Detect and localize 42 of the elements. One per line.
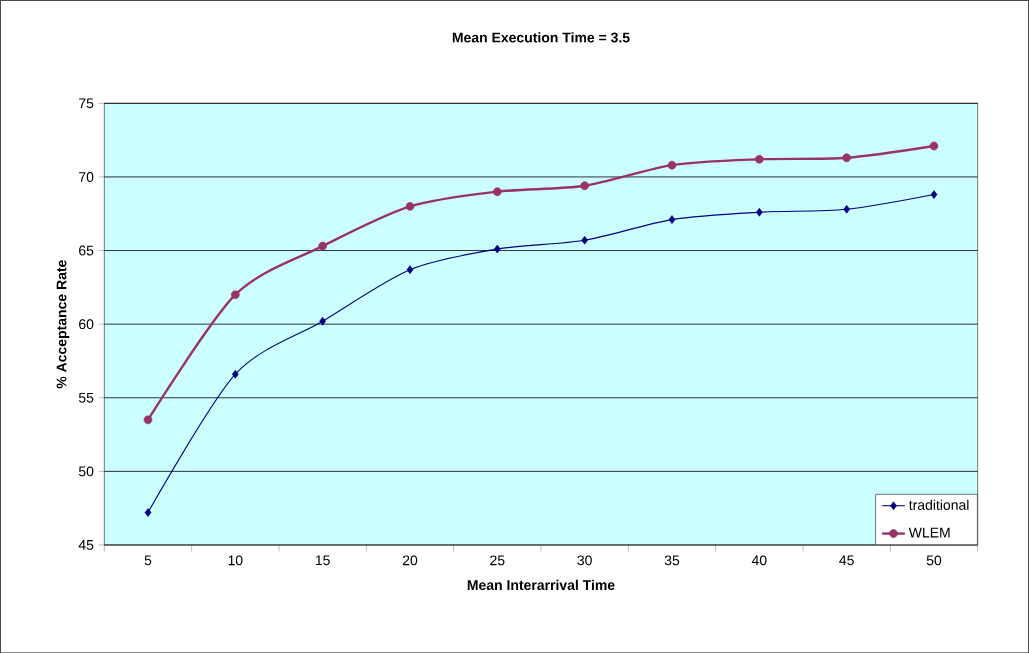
x-tick-label: 15 xyxy=(315,555,330,565)
point xyxy=(231,369,239,379)
point xyxy=(492,187,502,196)
point xyxy=(319,316,326,326)
point xyxy=(143,415,153,425)
x-tick-label: 10 xyxy=(228,555,243,566)
x-tick-label: 20 xyxy=(402,555,418,566)
point xyxy=(668,215,676,224)
point xyxy=(930,190,938,199)
x-tick-label: 25 xyxy=(490,555,505,566)
x-axis-title: Mean Interarrival Time xyxy=(467,579,615,590)
x-tick-label: 40 xyxy=(751,555,767,566)
point xyxy=(230,290,240,299)
y-tick-label: 50 xyxy=(78,466,94,477)
point xyxy=(406,265,414,274)
y-axis-title: % Acceptance Rate xyxy=(56,259,70,389)
point xyxy=(667,160,677,170)
point xyxy=(144,508,152,517)
point xyxy=(405,201,415,211)
point xyxy=(493,244,501,254)
y-tick-label: 60 xyxy=(79,319,94,329)
point xyxy=(581,235,588,245)
x-tick-label: 50 xyxy=(926,555,942,566)
legend-label: traditional xyxy=(908,499,969,510)
y-tick-label: 70 xyxy=(79,171,94,182)
y-tick-label: 65 xyxy=(79,245,94,256)
point xyxy=(754,154,764,164)
x-tick-label: 5 xyxy=(144,555,152,565)
x-tick-label: 45 xyxy=(839,555,854,565)
y-tick-label: 55 xyxy=(78,392,94,403)
x-tick-label: 30 xyxy=(577,555,592,566)
y-tick-label: 75 xyxy=(79,98,94,109)
point xyxy=(929,141,939,151)
legend-label: WLEM xyxy=(908,527,950,538)
point xyxy=(755,207,763,217)
chart-title: Mean Execution Time = 3.5 xyxy=(452,32,630,43)
x-tick-label: 35 xyxy=(664,555,680,566)
y-tick-label: 45 xyxy=(78,539,94,550)
point xyxy=(580,181,589,190)
point xyxy=(843,204,850,214)
point xyxy=(842,153,851,162)
point xyxy=(318,241,327,251)
